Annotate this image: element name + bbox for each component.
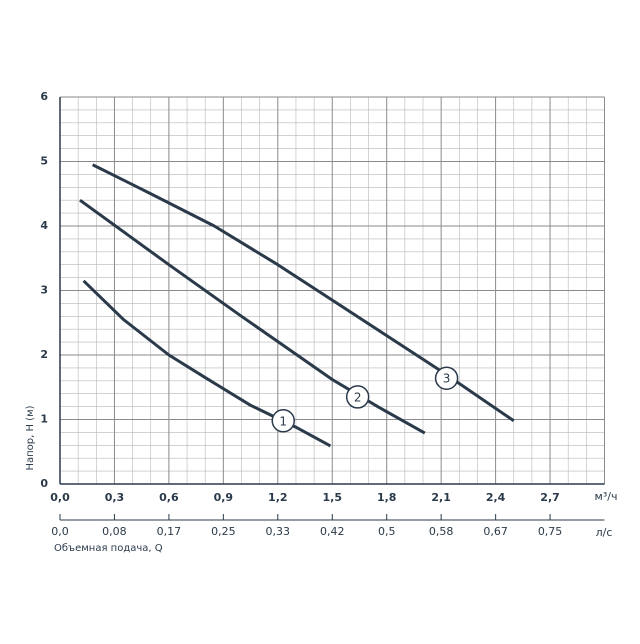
x-tick-label: 1,2 [268, 491, 288, 504]
x2-tick-label: 0,25 [211, 525, 236, 538]
y-tick-label: 4 [40, 219, 48, 232]
x-tick-label: 1,8 [377, 491, 397, 504]
x-tick-label: 2,7 [540, 491, 560, 504]
series-line [91, 163, 515, 423]
y-tick-label: 5 [40, 155, 48, 168]
curve-label-circle [345, 385, 370, 409]
x-tick-label: 0,6 [159, 491, 179, 504]
x2-axis-title: Объемная подача, Q [54, 543, 163, 554]
x2-tick-label: 0,67 [483, 525, 508, 538]
y-tick-label: 1 [40, 413, 48, 426]
curve-label: 2 [354, 390, 362, 404]
curve-label: 3 [443, 372, 451, 386]
x2-tick-label: 0,08 [102, 525, 127, 538]
x-axis-unit: м³/ч [595, 490, 618, 503]
curve-label-circle [434, 366, 459, 390]
x-tick-label: 2,1 [431, 491, 451, 504]
y-tick-label: 0 [40, 477, 48, 490]
x2-tick-label: 0,5 [378, 525, 396, 538]
x-tick-label: 0,9 [214, 491, 234, 504]
x2-tick-label: 0,17 [157, 525, 182, 538]
x2-tick-label: 0,33 [266, 525, 291, 538]
x2-axis-unit: л/с [596, 526, 613, 539]
y-tick-label: 6 [40, 90, 48, 103]
x-tick-label: 0,0 [50, 491, 70, 504]
x2-tick-label: 0,75 [538, 525, 563, 538]
y-tick-label: 3 [40, 284, 48, 297]
series-line [79, 198, 426, 435]
x2-tick-label: 0,42 [320, 525, 345, 538]
y-tick-label: 2 [40, 348, 48, 361]
curve-label: 1 [279, 414, 287, 428]
x2-tick-label: 0,58 [429, 525, 454, 538]
x-tick-label: 1,5 [323, 491, 343, 504]
y-axis-title: Напор, H (м) [25, 405, 36, 470]
x-tick-label: 0,3 [105, 491, 125, 504]
x2-tick-label: 0,0 [51, 525, 69, 538]
series-line [82, 279, 332, 448]
curve-label-circle [271, 409, 295, 433]
x-tick-label: 2,4 [486, 491, 506, 504]
